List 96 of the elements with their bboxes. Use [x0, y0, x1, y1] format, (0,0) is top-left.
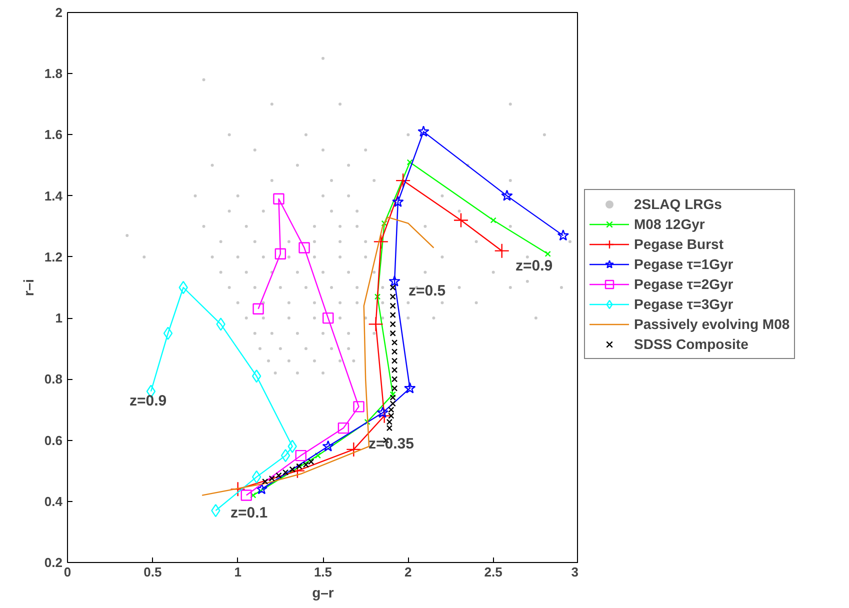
- point: [391, 339, 398, 346]
- point: [381, 220, 388, 226]
- y-tick-label: 1: [55, 310, 63, 326]
- point: [346, 442, 362, 458]
- annotation: z=0.35: [368, 436, 414, 452]
- point: [390, 394, 396, 401]
- point: [298, 242, 310, 254]
- y-tick-label: 0.2: [44, 555, 63, 570]
- point: [453, 212, 469, 228]
- point: [390, 400, 396, 407]
- point: [391, 358, 398, 364]
- point: [392, 196, 404, 207]
- point: [314, 452, 321, 459]
- point: [322, 312, 334, 324]
- point: [418, 126, 430, 137]
- point: [391, 385, 398, 392]
- y-tick-label: 2: [55, 5, 63, 20]
- x-axis-title: g–r: [312, 584, 334, 600]
- x-tick-label: 1.5: [314, 564, 332, 580]
- annotation: z=0.9: [516, 258, 553, 274]
- y-tick-label: 1.8: [44, 66, 63, 82]
- point: [216, 318, 226, 331]
- point: [391, 376, 398, 382]
- point: [390, 302, 396, 309]
- point: [391, 348, 398, 355]
- x-tick-label: 2.5: [484, 564, 502, 580]
- y-tick-label: 0.4: [44, 494, 64, 509]
- point: [290, 463, 306, 478]
- point: [230, 482, 246, 497]
- point: [364, 418, 370, 426]
- point: [268, 475, 275, 482]
- y-axis-title: r–i: [20, 278, 36, 296]
- point: [388, 412, 394, 419]
- x-tick-label: 3: [571, 564, 579, 580]
- annotation: z=0.9: [130, 392, 167, 410]
- point: [494, 243, 510, 258]
- point: [386, 424, 393, 432]
- point: [406, 159, 413, 166]
- point: [404, 382, 416, 394]
- point: [390, 391, 396, 398]
- point: [388, 275, 400, 286]
- legend-label: SDSS Composite: [634, 335, 748, 353]
- point: [490, 217, 496, 224]
- legend-label: Pegase τ=2Gyr: [634, 275, 734, 293]
- annotation: z=0.5: [408, 282, 446, 300]
- point: [390, 321, 396, 328]
- point: [390, 312, 396, 318]
- point: [252, 303, 264, 314]
- annotation: z=0.1: [230, 504, 268, 522]
- point: [386, 418, 393, 426]
- point: [252, 470, 262, 484]
- point: [353, 401, 364, 412]
- point: [373, 234, 389, 250]
- point: [274, 248, 286, 260]
- point: [368, 316, 384, 332]
- point: [282, 469, 289, 476]
- point: [273, 193, 284, 204]
- point: [501, 190, 513, 201]
- point: [240, 490, 252, 501]
- y-tick-label: 1.4: [44, 188, 64, 204]
- point: [250, 492, 256, 498]
- point: [388, 406, 394, 413]
- y-tick-label: 0.6: [44, 432, 63, 448]
- point: [322, 440, 334, 452]
- legend-label: M08 12Gyr: [634, 215, 705, 233]
- legend-label: 2SLAQ LRGs: [634, 195, 722, 213]
- legend-label: Pegase Burst: [634, 235, 724, 253]
- point: [262, 478, 268, 485]
- y-tick-label: 1.6: [44, 127, 63, 142]
- point: [338, 422, 350, 434]
- y-tick-label: 0.8: [44, 372, 63, 387]
- point: [276, 472, 282, 478]
- point: [163, 326, 173, 340]
- point: [390, 284, 396, 291]
- point: [390, 294, 396, 300]
- point: [295, 450, 306, 462]
- legend-label: Pegase τ=1Gyr: [634, 255, 734, 273]
- point: [376, 406, 388, 418]
- x-tick-label: 1: [234, 564, 242, 580]
- point: [252, 370, 262, 383]
- point: [289, 466, 296, 472]
- x-tick-label: 0.5: [144, 564, 162, 580]
- x-tick-label: 0: [64, 564, 72, 580]
- y-tick-label: 1.2: [44, 249, 63, 264]
- point: [557, 229, 569, 241]
- x-tick-label: 2: [404, 564, 412, 580]
- point: [374, 294, 381, 300]
- point: [391, 366, 398, 374]
- point: [280, 448, 290, 462]
- point: [395, 172, 411, 188]
- point: [288, 440, 297, 453]
- point: [390, 330, 396, 336]
- point: [256, 483, 268, 494]
- legend-label: Pegase τ=3Gyr: [634, 295, 734, 313]
- legend-label: Passively evolving M08: [634, 315, 790, 333]
- point: [544, 250, 551, 257]
